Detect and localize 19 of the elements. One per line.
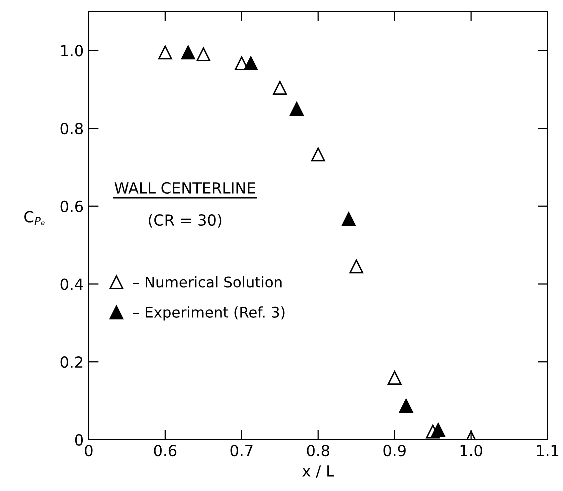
x-tick-label: 0.7 xyxy=(230,445,253,457)
y-tick-label: 1.0 xyxy=(61,45,84,57)
y-tick-label: 0.2 xyxy=(60,356,83,368)
annotation: (CR = 30) xyxy=(149,214,222,228)
x-tick-label: 1.0 xyxy=(460,445,482,457)
y-tick-label: 0.8 xyxy=(60,123,84,135)
legend-label: – Numerical Solution xyxy=(133,276,282,288)
y-tick-label: 0.4 xyxy=(60,278,84,290)
y-axis-title: C$_{Pₑ}$ xyxy=(24,211,45,226)
annotation: WALL CENTERLINE xyxy=(114,182,256,194)
legend-label: – Experiment (Ref. 3) xyxy=(133,306,285,321)
y-tick-label: 0 xyxy=(75,434,84,446)
y-tick-label: 0.6 xyxy=(60,200,84,212)
x-tick-label: 0.6 xyxy=(154,445,177,457)
x-tick-label: 0.9 xyxy=(384,445,406,457)
x-tick-label: 0 xyxy=(85,445,93,457)
x-tick-label: 0.8 xyxy=(307,445,330,457)
x-axis-title: x / L xyxy=(302,466,334,478)
x-tick-label: 1.1 xyxy=(537,445,559,456)
